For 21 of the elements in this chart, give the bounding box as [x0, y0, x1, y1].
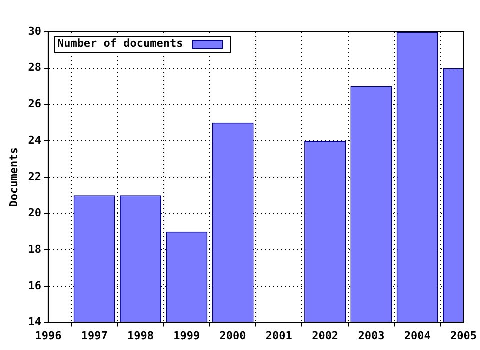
y-tick-label: 18 — [28, 242, 42, 256]
y-tick-label: 26 — [28, 98, 42, 111]
x-tick-label: 2005 — [450, 329, 478, 342]
x-tick-label: 1998 — [127, 329, 154, 342]
x-tick-label: 1999 — [174, 329, 200, 342]
y-axis-title: Documents — [7, 148, 20, 208]
y-tick-label: 24 — [28, 134, 42, 147]
x-tick-label: 1996 — [35, 329, 62, 342]
y-tick-label: 14 — [28, 316, 42, 329]
y-tick-label: 16 — [28, 279, 42, 292]
x-tick-label: 1997 — [81, 329, 108, 342]
x-tick-label: 2002 — [312, 329, 339, 342]
y-tick-label: 28 — [28, 61, 42, 74]
legend-label: Number of documents — [57, 36, 184, 50]
y-tick-label: 30 — [28, 24, 42, 38]
x-tick-label: 2004 — [404, 329, 432, 342]
x-tick-label: 2000 — [220, 329, 246, 342]
y-tick-label: 20 — [28, 206, 42, 220]
x-tick-label: 2001 — [266, 329, 293, 342]
x-tick-label: 2003 — [358, 329, 385, 342]
y-tick-label: 22 — [28, 170, 42, 184]
